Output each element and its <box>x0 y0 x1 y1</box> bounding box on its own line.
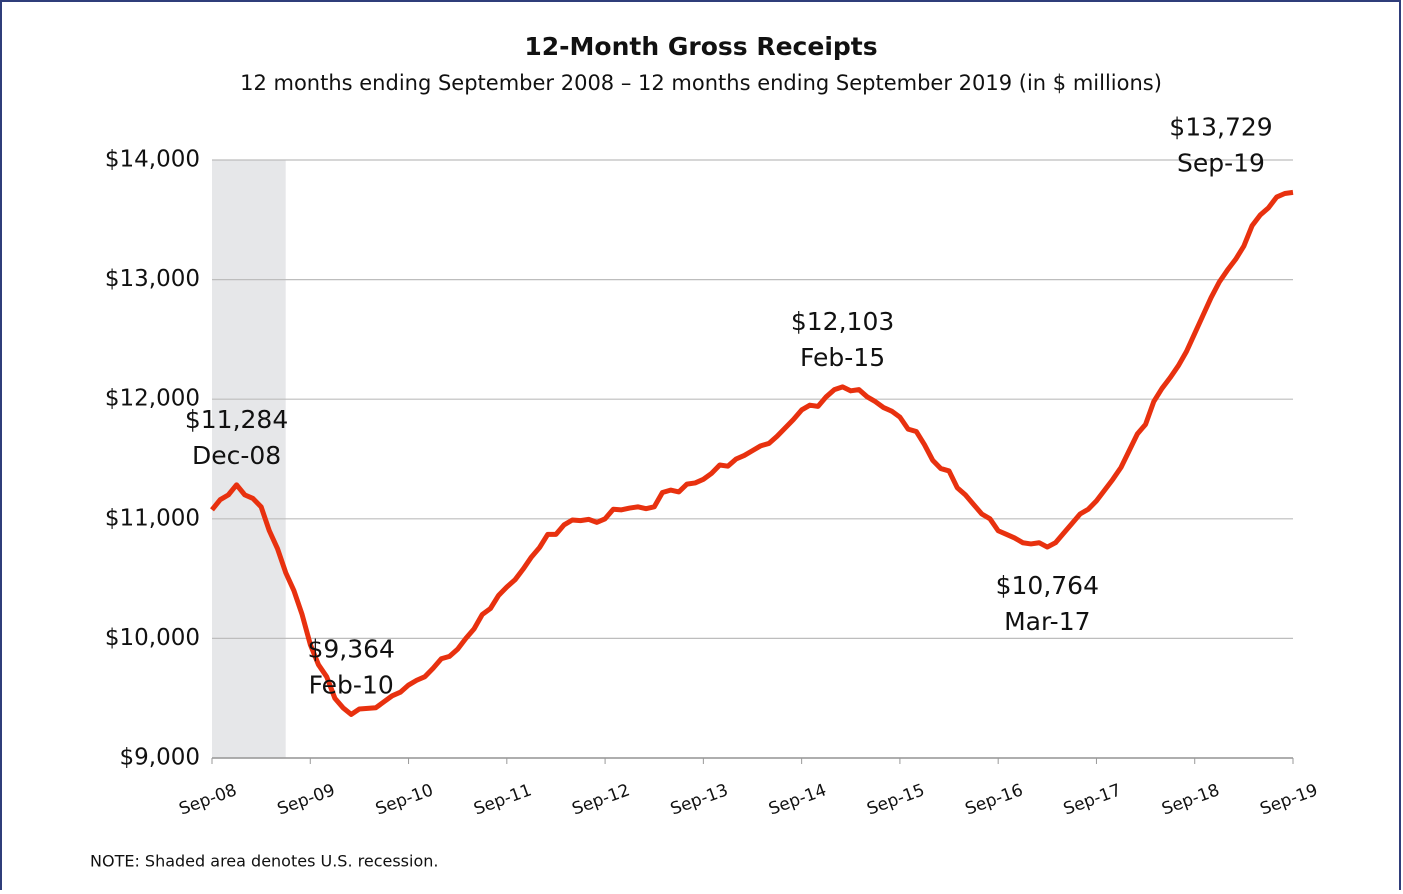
y-tick-label: $9,000 <box>120 745 200 771</box>
y-tick-label: $12,000 <box>105 386 200 412</box>
y-tick-label: $13,000 <box>105 266 200 292</box>
date-label: Mar-17 <box>1004 607 1090 636</box>
x-tick-label: Sep-14 <box>766 780 829 819</box>
date-label: Feb-10 <box>309 670 394 699</box>
value-label: $10,764 <box>996 571 1099 600</box>
x-tick-label: Sep-12 <box>570 780 633 819</box>
x-tick-label: Sep-10 <box>373 780 436 819</box>
chart-subtitle: 12 months ending September 2008 – 12 mon… <box>240 71 1162 95</box>
x-tick-label: Sep-08 <box>176 780 239 819</box>
x-tick-label: Sep-16 <box>963 780 1026 819</box>
value-label: $13,729 <box>1169 112 1272 141</box>
x-tick-label: Sep-18 <box>1159 780 1222 819</box>
x-tick-label: Sep-11 <box>471 780 534 819</box>
date-label: Feb-15 <box>800 343 885 372</box>
chart-title: 12-Month Gross Receipts <box>524 32 877 61</box>
value-label: $12,103 <box>791 307 894 336</box>
note: NOTE: Shaded area denotes U.S. recession… <box>90 852 438 871</box>
y-tick-label: $10,000 <box>105 625 200 651</box>
y-tick-label: $11,000 <box>105 505 200 531</box>
value-label: $11,284 <box>185 405 288 434</box>
x-tick-label: Sep-09 <box>275 780 338 819</box>
y-tick-label: $14,000 <box>105 147 200 173</box>
x-tick-label: Sep-13 <box>668 780 731 819</box>
value-label: $9,364 <box>307 634 394 663</box>
date-label: Dec-08 <box>192 441 281 470</box>
data-line <box>210 189 1294 717</box>
recession-shade <box>212 160 286 758</box>
x-tick-label: Sep-19 <box>1257 780 1320 819</box>
x-tick-label: Sep-15 <box>864 780 927 819</box>
x-tick-label: Sep-17 <box>1061 780 1124 819</box>
date-label: Sep-19 <box>1177 148 1265 177</box>
